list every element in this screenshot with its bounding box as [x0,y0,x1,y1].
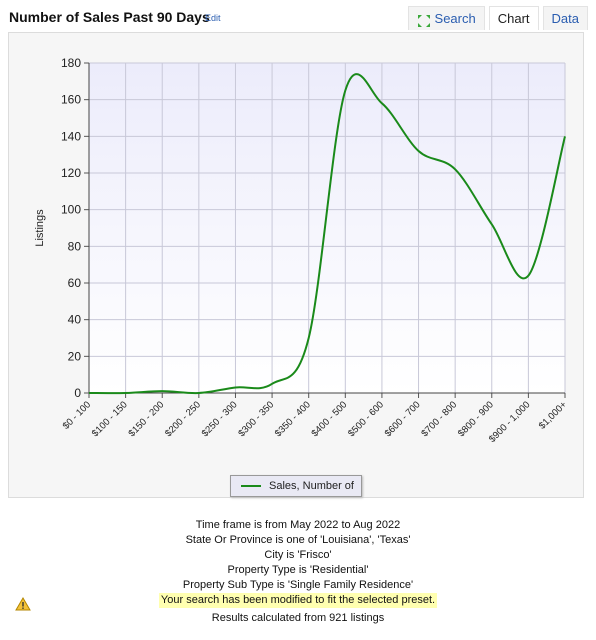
edit-link[interactable]: Edit [205,13,221,23]
x-tick-label: $600 - 700 [383,399,423,439]
expand-arrows-icon [417,12,431,27]
x-tick-label: $1,000+ [537,399,570,432]
tab-search-label: Search [434,11,476,26]
results-count: Results calculated from 921 listings [211,612,385,624]
y-tick-label: 0 [74,386,81,400]
plot-area [89,63,565,393]
y-tick-label: 60 [68,276,82,290]
tab-chart[interactable]: Chart [488,6,539,30]
x-tick-label: $100 - 150 [90,399,130,439]
search-criteria: Time frame is from May 2022 to Aug 2022 … [0,518,596,626]
y-tick-label: 40 [68,313,82,327]
tab-search[interactable]: Search [407,6,485,30]
tab-data[interactable]: Data [542,6,588,30]
criteria-line: State Or Province is one of 'Louisiana',… [185,534,411,546]
x-tick-label: $400 - 500 [310,399,350,439]
y-tick-label: 140 [61,129,81,143]
criteria-line: City is 'Frisco' [264,549,332,561]
chart-title: Number of Sales Past 90 Days [9,9,210,25]
x-tick-label: $500 - 600 [346,399,386,439]
y-tick-label: 180 [61,56,81,70]
y-axis-label: Listings [34,209,46,247]
chart-panel: 0 20 40 60 80 100 120 140 160 180 $0 - 100 $100 - 1… [8,32,584,498]
criteria-line: Time frame is from May 2022 to Aug 2022 [195,519,401,531]
warning-icon [15,597,31,611]
y-tick-label: 80 [68,239,82,253]
x-tick-label: $250 - 300 [200,399,240,439]
panel-header: Number of Sales Past 90 Days Edit Search… [0,0,596,34]
y-tick-label: 100 [61,203,81,217]
x-tick-label: $150 - 200 [126,399,166,439]
tab-data-label: Data [551,11,579,26]
x-tick-label: $350 - 400 [273,399,313,439]
legend-label: Sales, Number of [269,480,354,492]
x-tick-label: $200 - 250 [163,399,203,439]
preset-warning: Your search has been modified to fit the… [158,593,438,608]
x-tick-label: $0 - 100 [61,399,93,431]
criteria-line: Property Type is 'Residential' [227,564,369,576]
y-tick-label: 160 [61,93,81,107]
x-tick-label: $700 - 800 [419,399,459,439]
view-tabs: Search Chart Data [407,6,588,30]
x-tick-label: $300 - 350 [236,399,276,439]
legend-swatch [241,485,261,487]
y-tick-label: 20 [68,349,82,363]
criteria-line: Property Sub Type is 'Single Family Resi… [182,579,414,591]
series-line [88,73,566,395]
chart-legend: Sales, Number of [230,475,362,497]
sales-line-chart: 0 20 40 60 80 100 120 140 160 180 $0 - 100$100 - 1… [34,56,570,445]
tab-chart-label: Chart [497,11,530,26]
y-tick-label: 120 [61,166,81,180]
